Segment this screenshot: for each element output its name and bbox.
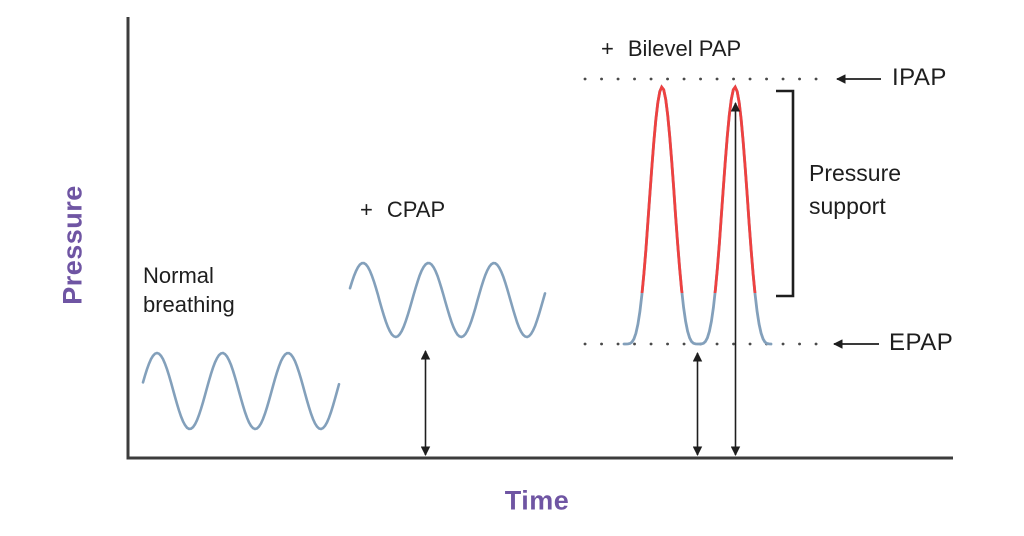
epap-label: EPAP xyxy=(889,329,954,356)
normal-breathing-label-line1: Normal xyxy=(143,263,214,288)
normal-breathing-label-line2: breathing xyxy=(143,292,235,317)
normal-breathing-label: Normal breathing xyxy=(143,261,235,319)
ipap-label: IPAP xyxy=(892,64,947,91)
y-axis-label: Pressure xyxy=(57,185,88,305)
cpap-label-text: CPAP xyxy=(386,197,446,222)
pressure-support-bracket xyxy=(776,89,795,298)
cpap-label: + CPAP xyxy=(360,195,445,224)
bilevel-label-text: Bilevel PAP xyxy=(627,36,742,61)
x-axis-label: Time xyxy=(504,485,570,516)
pressure-support-label-line2: support xyxy=(809,193,886,219)
cpap-wave xyxy=(348,261,547,339)
cpap-plus-sign: + xyxy=(360,197,373,222)
bilevel-pap-label: + Bilevel PAP xyxy=(601,34,741,63)
pressure-support-label-line1: Pressure xyxy=(809,160,902,186)
pressure-support-label: Pressure support xyxy=(809,157,901,223)
bilevel-plus-sign: + xyxy=(601,36,614,61)
bilevel-wave-high xyxy=(640,84,757,293)
normal-breathing-wave xyxy=(141,351,341,431)
